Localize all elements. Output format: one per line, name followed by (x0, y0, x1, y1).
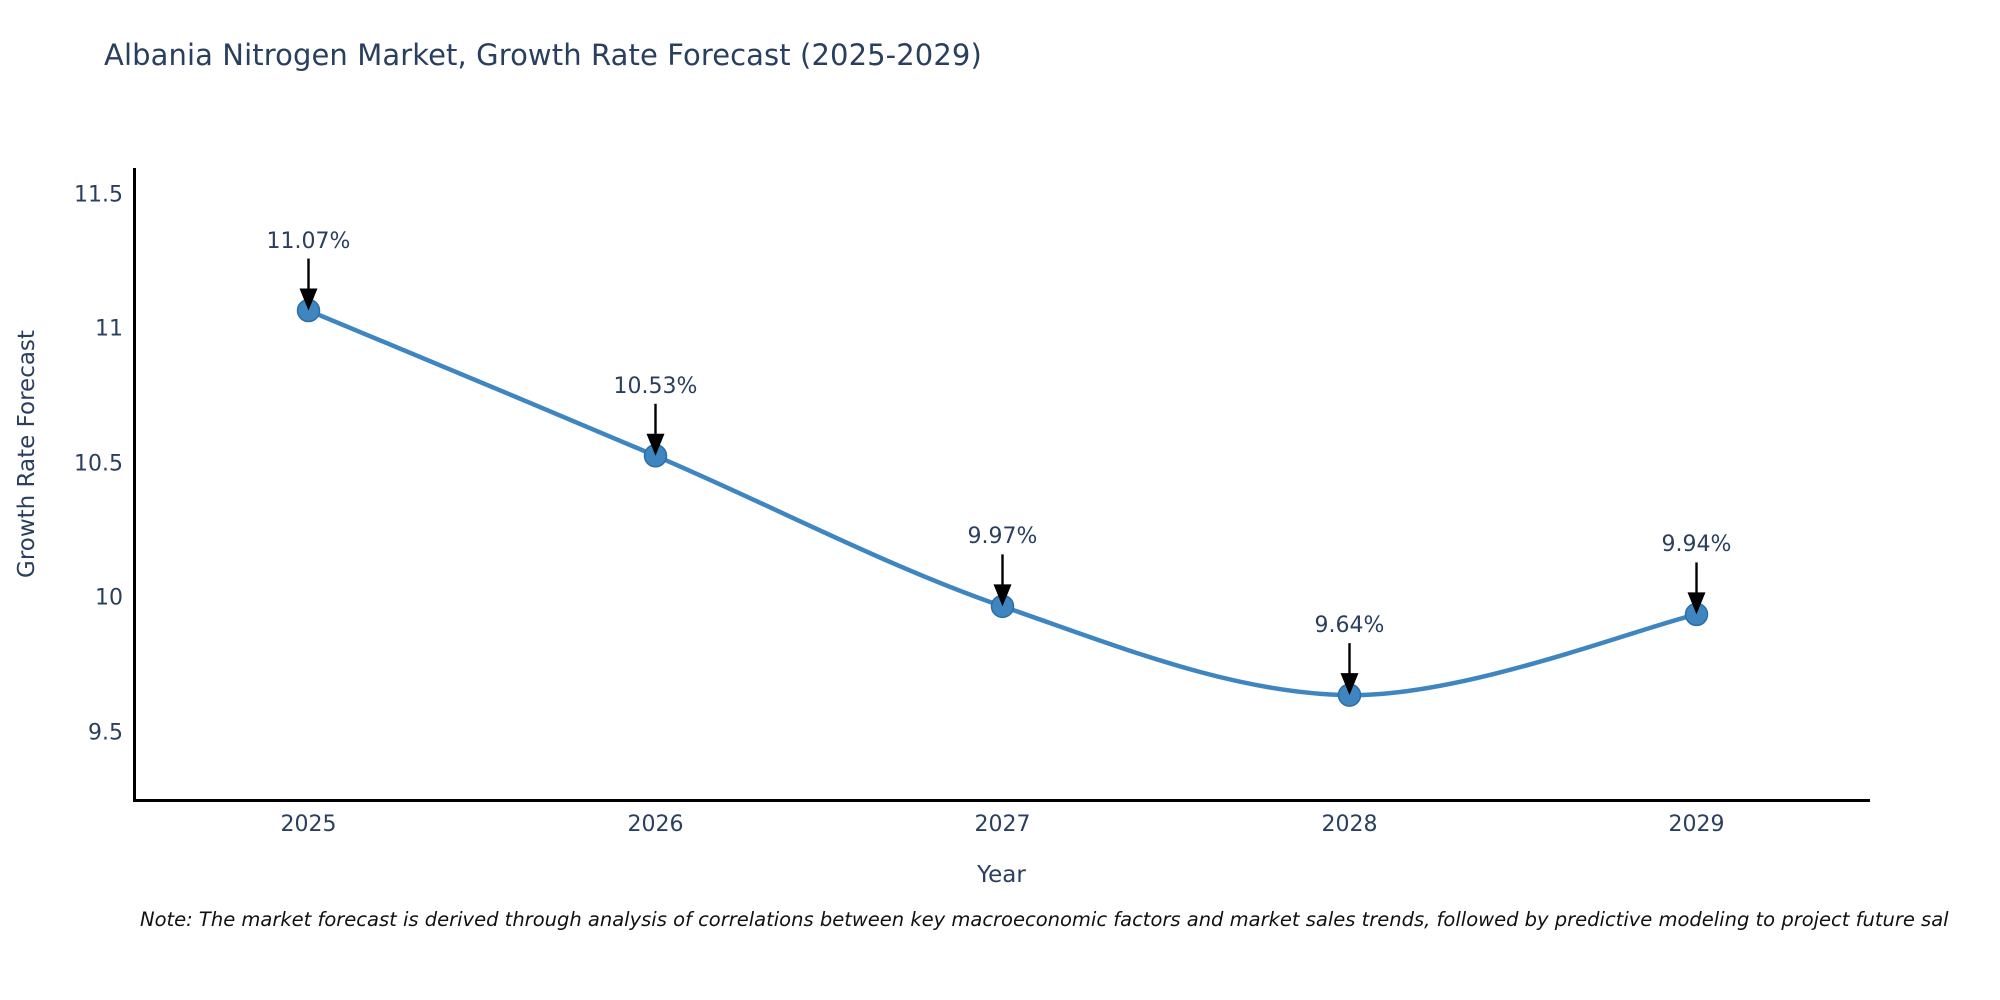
y-tick-label: 11.5 (74, 182, 123, 208)
annotation-arrow-head (1687, 592, 1706, 615)
annotation-arrow-head (299, 288, 318, 311)
x-tick-label: 2026 (627, 812, 684, 837)
data-point-label: 10.53% (613, 373, 698, 399)
y-tick-label: 10.5 (74, 451, 123, 477)
annotation-arrows (299, 258, 1706, 696)
footnote-text: Note: The market forecast is derived thr… (140, 908, 1949, 931)
x-tick-label: 2029 (1668, 812, 1725, 837)
x-axis-line (133, 799, 1870, 802)
annotation-arrow-head (1340, 673, 1359, 696)
series-line (306, 308, 1699, 698)
data-point-label: 9.94% (1661, 532, 1732, 558)
x-axis-title: Year (977, 862, 1026, 888)
data-point-label: 9.97% (967, 524, 1038, 550)
x-tick-label: 2025 (280, 812, 337, 837)
annotation-arrow-head (993, 584, 1012, 607)
data-point-label: 9.64% (1314, 613, 1385, 639)
annotation-arrow-head (646, 433, 665, 456)
chart-title: Albania Nitrogen Market, Growth Rate For… (104, 38, 982, 72)
data-point-label: 11.07% (266, 228, 351, 254)
x-tick-label: 2028 (1321, 812, 1378, 837)
y-axis-line (133, 168, 136, 802)
y-tick-label: 11 (95, 316, 123, 342)
y-tick-label: 10 (95, 585, 123, 611)
series-markers (296, 298, 1709, 707)
y-tick-label: 9.5 (88, 720, 123, 746)
x-tick-label: 2027 (974, 812, 1031, 837)
